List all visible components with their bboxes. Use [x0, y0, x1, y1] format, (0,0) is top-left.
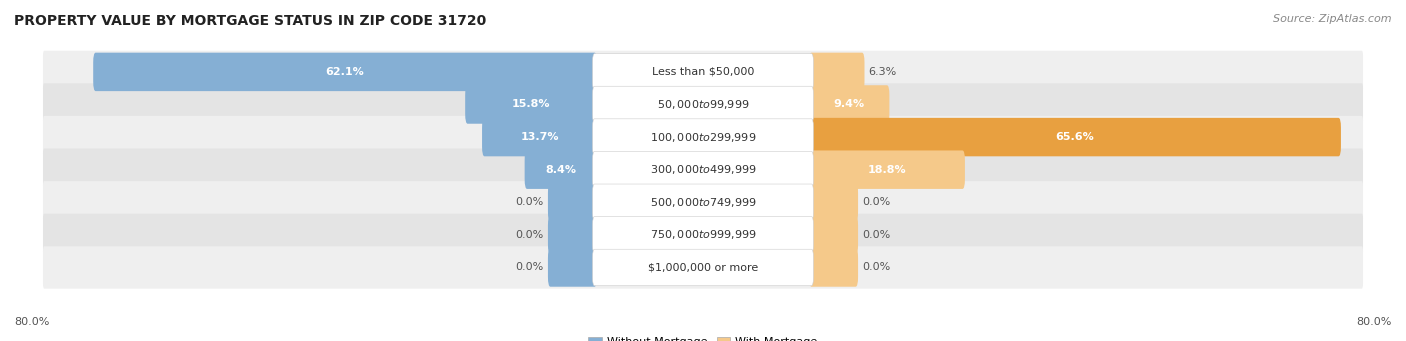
Text: 0.0%: 0.0%: [862, 230, 890, 240]
Text: $500,000 to $749,999: $500,000 to $749,999: [650, 196, 756, 209]
Text: 15.8%: 15.8%: [512, 100, 550, 109]
Text: $750,000 to $999,999: $750,000 to $999,999: [650, 228, 756, 241]
FancyBboxPatch shape: [808, 118, 1341, 156]
FancyBboxPatch shape: [808, 53, 865, 91]
FancyBboxPatch shape: [44, 246, 1362, 289]
FancyBboxPatch shape: [808, 216, 858, 254]
Text: 9.4%: 9.4%: [834, 100, 865, 109]
FancyBboxPatch shape: [808, 150, 965, 189]
Text: 18.8%: 18.8%: [868, 165, 907, 175]
FancyBboxPatch shape: [808, 183, 858, 222]
Text: $50,000 to $99,999: $50,000 to $99,999: [657, 98, 749, 111]
FancyBboxPatch shape: [44, 181, 1362, 223]
FancyBboxPatch shape: [482, 118, 598, 156]
FancyBboxPatch shape: [44, 83, 1362, 126]
FancyBboxPatch shape: [592, 249, 814, 286]
Text: PROPERTY VALUE BY MORTGAGE STATUS IN ZIP CODE 31720: PROPERTY VALUE BY MORTGAGE STATUS IN ZIP…: [14, 14, 486, 28]
FancyBboxPatch shape: [808, 85, 890, 124]
Text: Source: ZipAtlas.com: Source: ZipAtlas.com: [1274, 14, 1392, 24]
FancyBboxPatch shape: [44, 116, 1362, 158]
FancyBboxPatch shape: [548, 248, 598, 287]
FancyBboxPatch shape: [524, 150, 598, 189]
Text: $100,000 to $299,999: $100,000 to $299,999: [650, 131, 756, 144]
Text: 6.3%: 6.3%: [869, 67, 897, 77]
Text: 80.0%: 80.0%: [14, 317, 49, 327]
Text: $1,000,000 or more: $1,000,000 or more: [648, 263, 758, 272]
Text: 0.0%: 0.0%: [516, 230, 544, 240]
Legend: Without Mortgage, With Mortgage: Without Mortgage, With Mortgage: [583, 332, 823, 341]
FancyBboxPatch shape: [93, 53, 598, 91]
Text: 8.4%: 8.4%: [546, 165, 576, 175]
Text: Less than $50,000: Less than $50,000: [652, 67, 754, 77]
FancyBboxPatch shape: [808, 248, 858, 287]
FancyBboxPatch shape: [592, 119, 814, 155]
FancyBboxPatch shape: [548, 183, 598, 222]
FancyBboxPatch shape: [548, 216, 598, 254]
FancyBboxPatch shape: [44, 148, 1362, 191]
FancyBboxPatch shape: [592, 184, 814, 221]
FancyBboxPatch shape: [592, 54, 814, 90]
Text: $300,000 to $499,999: $300,000 to $499,999: [650, 163, 756, 176]
FancyBboxPatch shape: [592, 151, 814, 188]
Text: 62.1%: 62.1%: [326, 67, 364, 77]
FancyBboxPatch shape: [44, 51, 1362, 93]
Text: 13.7%: 13.7%: [520, 132, 558, 142]
Text: 0.0%: 0.0%: [862, 197, 890, 207]
FancyBboxPatch shape: [465, 85, 598, 124]
FancyBboxPatch shape: [592, 217, 814, 253]
FancyBboxPatch shape: [44, 214, 1362, 256]
Text: 0.0%: 0.0%: [516, 263, 544, 272]
FancyBboxPatch shape: [592, 86, 814, 123]
Text: 80.0%: 80.0%: [1357, 317, 1392, 327]
Text: 65.6%: 65.6%: [1056, 132, 1094, 142]
Text: 0.0%: 0.0%: [862, 263, 890, 272]
Text: 0.0%: 0.0%: [516, 197, 544, 207]
